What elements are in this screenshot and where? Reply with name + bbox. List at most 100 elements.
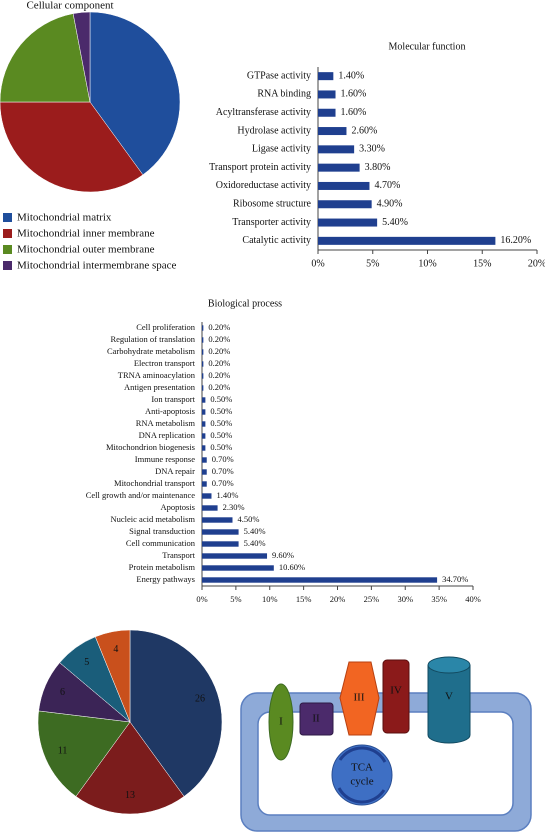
- y-tick-label: Oxidoreductase activity: [216, 180, 311, 191]
- x-tick-label: 40%: [465, 594, 481, 604]
- value-label: 2.60%: [351, 125, 377, 136]
- x-tick-label: 35%: [431, 594, 447, 604]
- value-label: 0.20%: [208, 334, 230, 344]
- x-tick-label: 0%: [196, 594, 207, 604]
- bar: [318, 236, 496, 245]
- pie-slice: [94, 629, 131, 723]
- legend-swatch: [3, 229, 12, 238]
- y-tick-label: DNA replication: [139, 430, 196, 440]
- tca-label: cycle: [350, 776, 373, 788]
- bar: [318, 72, 334, 81]
- bar: [202, 373, 204, 379]
- complex-i: [268, 683, 294, 761]
- y-tick-label: Catalytic activity: [242, 235, 311, 246]
- bar: [202, 469, 207, 475]
- y-tick-label: Hydrolase activity: [237, 125, 311, 136]
- bar: [318, 127, 347, 136]
- y-tick-label: Acyltransferase activity: [216, 107, 311, 118]
- complex-v-top: [427, 656, 471, 674]
- value-label: 9.60%: [272, 550, 294, 560]
- value-label: 5.40%: [382, 217, 408, 228]
- value-label: 0.70%: [212, 454, 234, 464]
- bar: [202, 397, 206, 403]
- value-label: 0.50%: [210, 406, 232, 416]
- y-tick-label: Antigen presentation: [124, 382, 196, 392]
- tca-circle: [331, 744, 393, 806]
- chart-title: Molecular function: [389, 41, 466, 52]
- bar: [202, 433, 206, 439]
- bar: [202, 421, 206, 427]
- legend-label: Mitochondrial matrix: [17, 212, 112, 224]
- value-label: 34.70%: [442, 574, 468, 584]
- y-tick-label: Anti-apoptosis: [145, 406, 195, 416]
- value-label: 5.40%: [244, 526, 266, 536]
- y-tick-label: Transport: [162, 550, 195, 560]
- y-tick-label: Energy pathways: [136, 574, 195, 584]
- bar: [318, 200, 372, 209]
- complex-label: II: [312, 713, 320, 725]
- bar: [318, 163, 360, 172]
- bar: [202, 349, 204, 355]
- x-tick-label: 20%: [330, 594, 346, 604]
- x-tick-label: 30%: [397, 594, 413, 604]
- value-label: 4.90%: [377, 199, 403, 210]
- bar: [318, 145, 355, 154]
- y-tick-label: Transporter activity: [232, 217, 311, 228]
- legend-swatch: [3, 213, 12, 222]
- x-tick-label: 0%: [311, 258, 324, 269]
- value-label: 1.40%: [216, 490, 238, 500]
- value-label: 0.20%: [208, 322, 230, 332]
- value-label: 1.60%: [341, 107, 367, 118]
- chart-title: Cellular component: [26, 0, 113, 12]
- bar: [318, 218, 378, 227]
- pie-slice: [0, 13, 91, 103]
- x-tick-label: 5%: [366, 258, 379, 269]
- tca-arrow: [337, 787, 386, 804]
- value-label: 0.70%: [212, 466, 234, 476]
- value-label: 2.30%: [223, 502, 245, 512]
- y-tick-label: Nucleic acid metabolism: [111, 514, 196, 524]
- value-label: 0.70%: [212, 478, 234, 488]
- x-tick-label: 20%: [528, 258, 545, 269]
- complex-ii: [299, 702, 334, 736]
- bar: [202, 385, 204, 391]
- value-label: 3.30%: [359, 144, 385, 155]
- bar: [202, 409, 206, 415]
- slice-label: 5: [84, 657, 89, 668]
- bar: [202, 445, 206, 451]
- value-label: 4.50%: [237, 514, 259, 524]
- value-label: 1.60%: [341, 89, 367, 100]
- tca-label: TCA: [351, 762, 373, 774]
- legend-label: Mitochondrial inner membrane: [17, 228, 155, 240]
- value-label: 0.20%: [208, 370, 230, 380]
- complex-iii: [339, 661, 380, 736]
- value-label: 0.50%: [210, 442, 232, 452]
- y-tick-label: Carbohydrate metabolism: [107, 346, 195, 356]
- y-tick-label: Mitochondrial transport: [114, 478, 196, 488]
- legend-swatch: [3, 245, 12, 254]
- value-label: 0.50%: [210, 430, 232, 440]
- value-label: 16.20%: [500, 235, 531, 246]
- bar: [202, 493, 212, 499]
- value-label: 1.40%: [338, 70, 364, 81]
- complex-label: IV: [390, 685, 402, 697]
- complex-v: [427, 665, 471, 744]
- y-tick-label: Signal transduction: [129, 526, 196, 536]
- y-tick-label: Transport protein activity: [209, 162, 311, 173]
- bar: [202, 541, 239, 547]
- mitochondrion-diagram: I II III IV V TCA cycle: [240, 656, 532, 832]
- x-tick-label: 25%: [364, 594, 380, 604]
- value-label: 0.20%: [208, 358, 230, 368]
- complex-label: III: [354, 692, 365, 704]
- y-tick-label: GTPase activity: [247, 70, 311, 81]
- bar: [318, 90, 336, 99]
- slice-label: 6: [60, 687, 65, 698]
- bar: [202, 517, 233, 523]
- slice-label: 26: [195, 694, 205, 705]
- y-tick-label: Immune response: [135, 454, 195, 464]
- legend-label: Mitochondrial outer membrane: [17, 244, 155, 256]
- x-tick-label: 5%: [230, 594, 241, 604]
- y-tick-label: Cell growth and/or maintenance: [86, 490, 196, 500]
- value-label: 0.20%: [208, 346, 230, 356]
- bar: [202, 361, 204, 367]
